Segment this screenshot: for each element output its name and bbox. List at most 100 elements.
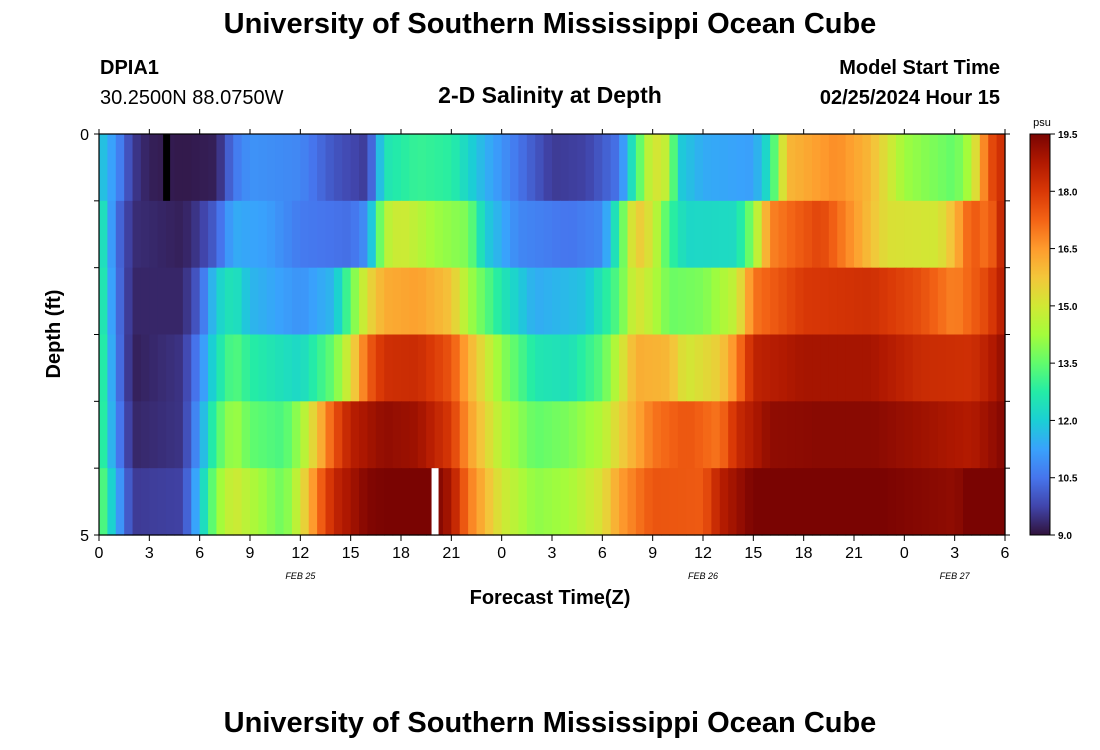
heatmap-cell [946,134,956,202]
colorbar-gradient [1029,133,1051,536]
heatmap-cell [820,200,830,269]
main-title: University of Southern Mississippi Ocean… [223,8,877,40]
heatmap-cell [568,468,578,536]
heatmap-cell [417,200,427,269]
heatmap-cell [803,334,813,402]
heatmap-cell [593,134,603,202]
heatmap-cell [359,134,369,202]
x-tick-label: 15 [342,545,360,562]
heatmap-cell [803,267,813,336]
heatmap-cell [166,468,176,536]
heatmap-cell [543,468,553,536]
heatmap-cell [174,334,184,402]
heatmap-cell [291,401,301,469]
heatmap-cell [99,468,108,536]
heatmap-cell [820,334,830,402]
heatmap-cell [988,401,998,469]
heatmap-cell [350,334,360,402]
heatmap-cell [493,334,503,402]
heatmap-cell [107,334,117,402]
heatmap-cell [803,134,813,202]
heatmap-cell [224,401,234,469]
x-tick-label: 3 [548,545,557,562]
heatmap-cell [770,267,780,336]
heatmap-cell [250,334,259,402]
heatmap-cell [535,468,545,536]
heatmap-cell [241,200,251,269]
heatmap-cell [224,267,234,336]
heatmap-cell [216,401,226,469]
heatmap-cell [434,468,444,536]
heatmap-cell [367,200,377,269]
heatmap-cell [308,134,318,202]
heatmap-cell [216,267,226,336]
heatmap-cell [627,468,637,536]
heatmap-cell [224,334,234,402]
heatmap-cell [115,267,125,336]
white-bar-marker [431,468,439,535]
heatmap-cell [996,267,1006,336]
heatmap-cell [954,334,964,402]
x-tick-label: 12 [291,545,309,562]
heatmap-cell [736,200,746,269]
heatmap-cell [99,334,108,402]
heatmap-cell [493,468,503,536]
heatmap-cell [468,334,478,402]
heatmap-cell [694,134,704,202]
heatmap-cell [359,468,369,536]
heatmap-cell [442,200,452,269]
heatmap-cell [770,468,780,536]
heatmap-cell [577,468,587,536]
heatmap-cell [308,334,318,402]
heatmap-cell [988,200,998,269]
heatmap-cell [317,267,327,336]
heatmap-cell [879,334,889,402]
heatmap-cell [208,334,218,402]
heatmap-cell [526,401,536,469]
heatmap-cell [107,401,117,469]
heatmap-cell [904,134,914,202]
heatmap-cell [644,401,654,469]
heatmap-cell [895,468,905,536]
heatmap-cell [224,134,234,202]
heatmap-cell [904,401,914,469]
heatmap-cell [258,267,268,336]
x-axis-label: Forecast Time(Z) [470,587,631,609]
heatmap-cell [291,200,301,269]
heatmap-cell [627,267,637,336]
heatmap-cell [988,468,998,536]
heatmap-cell [501,401,511,469]
heatmap-cell [744,200,754,269]
heatmap-cell [140,200,150,269]
heatmap-cell [602,334,612,402]
colorbar-tick-label: 15.0 [1058,302,1078,313]
heatmap-cell [99,200,108,269]
heatmap-cell [929,134,939,202]
heatmap-cell [333,267,343,336]
heatmap-cell [132,200,142,269]
heatmap-cell [652,401,662,469]
heatmap-cell [451,134,461,202]
heatmap-cell [736,468,746,536]
heatmap-cell [468,134,478,202]
date-label: FEB 27 [940,571,971,581]
heatmap-cell [694,468,704,536]
heatmap-cell [870,267,880,336]
heatmap-cell [837,334,847,402]
heatmap-cell [669,134,679,202]
heatmap-cell [199,267,209,336]
heatmap-cell [384,334,394,402]
x-tick-label: 0 [95,545,104,562]
heatmap-cell [208,200,218,269]
heatmap-cell [476,468,486,536]
heatmap-cell [568,401,578,469]
heatmap-cell [568,334,578,402]
heatmap-cell [686,134,696,202]
heatmap-cell [518,200,528,269]
heatmap-cell [476,200,486,269]
heatmap-cell [140,468,150,536]
heatmap-cell [451,334,461,402]
heatmap-cell [971,134,981,202]
heatmap-cell [233,334,243,402]
